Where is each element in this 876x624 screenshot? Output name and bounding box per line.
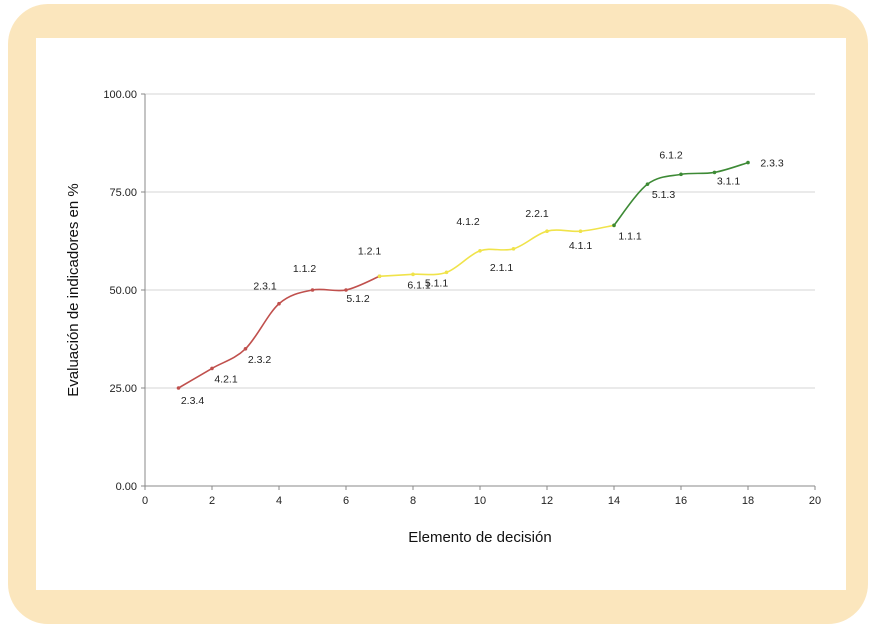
data-label: 1.2.1	[358, 245, 382, 257]
x-tick-label: 12	[541, 495, 553, 507]
data-label: 2.2.1	[525, 208, 549, 220]
data-label: 1.1.2	[293, 263, 317, 275]
x-tick-label: 8	[410, 495, 416, 507]
data-point	[243, 347, 248, 351]
data-label: 3.1.1	[717, 175, 741, 187]
x-tick-label: 14	[608, 495, 620, 507]
series-layer	[176, 160, 750, 390]
data-point	[310, 288, 315, 292]
x-tick-label: 10	[474, 495, 486, 507]
data-point	[645, 182, 650, 186]
data-label: 5.1.2	[346, 293, 370, 305]
data-point	[545, 229, 549, 233]
data-point	[612, 223, 616, 228]
data-label: 2.1.1	[490, 262, 514, 274]
grid-layer	[145, 93, 815, 389]
axes-layer: 0.00 25.00 50.00 75.00 100.00 0 2 4 6 8 10 12 14 16 18…	[103, 89, 821, 507]
data-label: 4.1.2	[456, 216, 480, 228]
x-tick-label: 4	[276, 495, 282, 507]
data-label: 6.1.1	[407, 279, 431, 291]
data-point	[277, 301, 281, 306]
data-point	[411, 272, 415, 277]
data-label: 2.3.1	[253, 281, 277, 293]
data-label: 4.2.1	[214, 373, 238, 385]
data-label: 2.3.3	[760, 158, 784, 170]
data-label: 4.1.1	[569, 240, 593, 252]
y-tick-label: 25.00	[109, 383, 137, 395]
data-point	[176, 386, 181, 390]
data-label: 5.1.3	[652, 189, 676, 201]
point-labels-layer: 2.3.4 4.2.1 2.3.2 2.3.1 1.1.2 5.1.2 1.2.1 6.1.1…	[181, 149, 784, 407]
series-line	[379, 224, 615, 278]
data-point	[746, 160, 750, 165]
y-axis-title: Evaluación de indicadores en %	[65, 183, 82, 396]
data-point	[210, 366, 214, 371]
data-label: 1.1.1	[618, 230, 642, 242]
data-point	[712, 170, 717, 175]
data-point	[511, 247, 516, 251]
data-point	[377, 274, 382, 279]
x-tick-label: 6	[343, 495, 349, 507]
x-tick-label: 0	[142, 495, 148, 507]
data-label: 5.1.1	[425, 277, 449, 289]
data-point	[478, 249, 482, 253]
data-point	[679, 172, 683, 177]
data-label: 2.3.2	[248, 354, 272, 366]
data-point	[578, 229, 583, 233]
data-point	[344, 288, 348, 292]
data-label: 6.1.2	[659, 149, 683, 161]
x-tick-label: 18	[742, 495, 754, 507]
x-tick-label: 20	[809, 495, 821, 507]
x-axis-title: Elemento de decisión	[408, 529, 551, 546]
series-line	[613, 161, 749, 226]
y-tick-label: 0.00	[116, 481, 137, 493]
y-tick-label: 100.00	[103, 89, 137, 101]
data-point	[444, 270, 449, 275]
chart-panel	[36, 38, 846, 590]
y-tick-label: 50.00	[109, 285, 137, 297]
x-tick-label: 16	[675, 495, 687, 507]
line-chart: 0.00 25.00 50.00 75.00 100.00 0 2 4 6 8 10 12 14 16 18…	[65, 89, 821, 546]
x-tick-label: 2	[209, 495, 215, 507]
y-tick-label: 75.00	[109, 187, 137, 199]
data-label: 2.3.4	[181, 395, 205, 407]
